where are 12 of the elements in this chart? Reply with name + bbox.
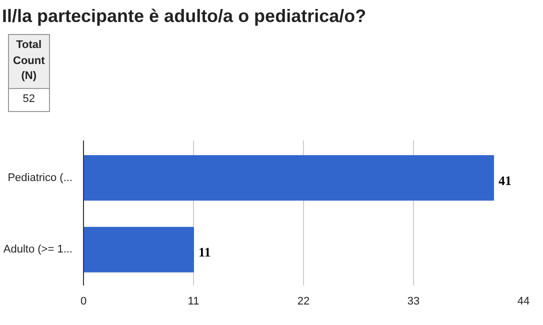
x-tick-label: 44: [517, 296, 530, 308]
data-label: 41: [498, 172, 512, 188]
x-tick-label: 33: [407, 296, 420, 308]
y-tick-label: Adulto (>= 1...: [3, 244, 73, 256]
x-tick-label: 11: [188, 296, 200, 308]
text: Total Count (N): [8, 34, 50, 89]
chart-title: Il/la partecipante è adulto/a o pediatrica/o?: [2, 5, 366, 28]
text: 52: [8, 88, 50, 112]
x-tick-label: 22: [297, 296, 310, 308]
x-tick-label: 0: [80, 296, 87, 308]
data-label: 11: [198, 244, 211, 260]
y-tick-label: Pediatrico (...: [8, 172, 73, 184]
